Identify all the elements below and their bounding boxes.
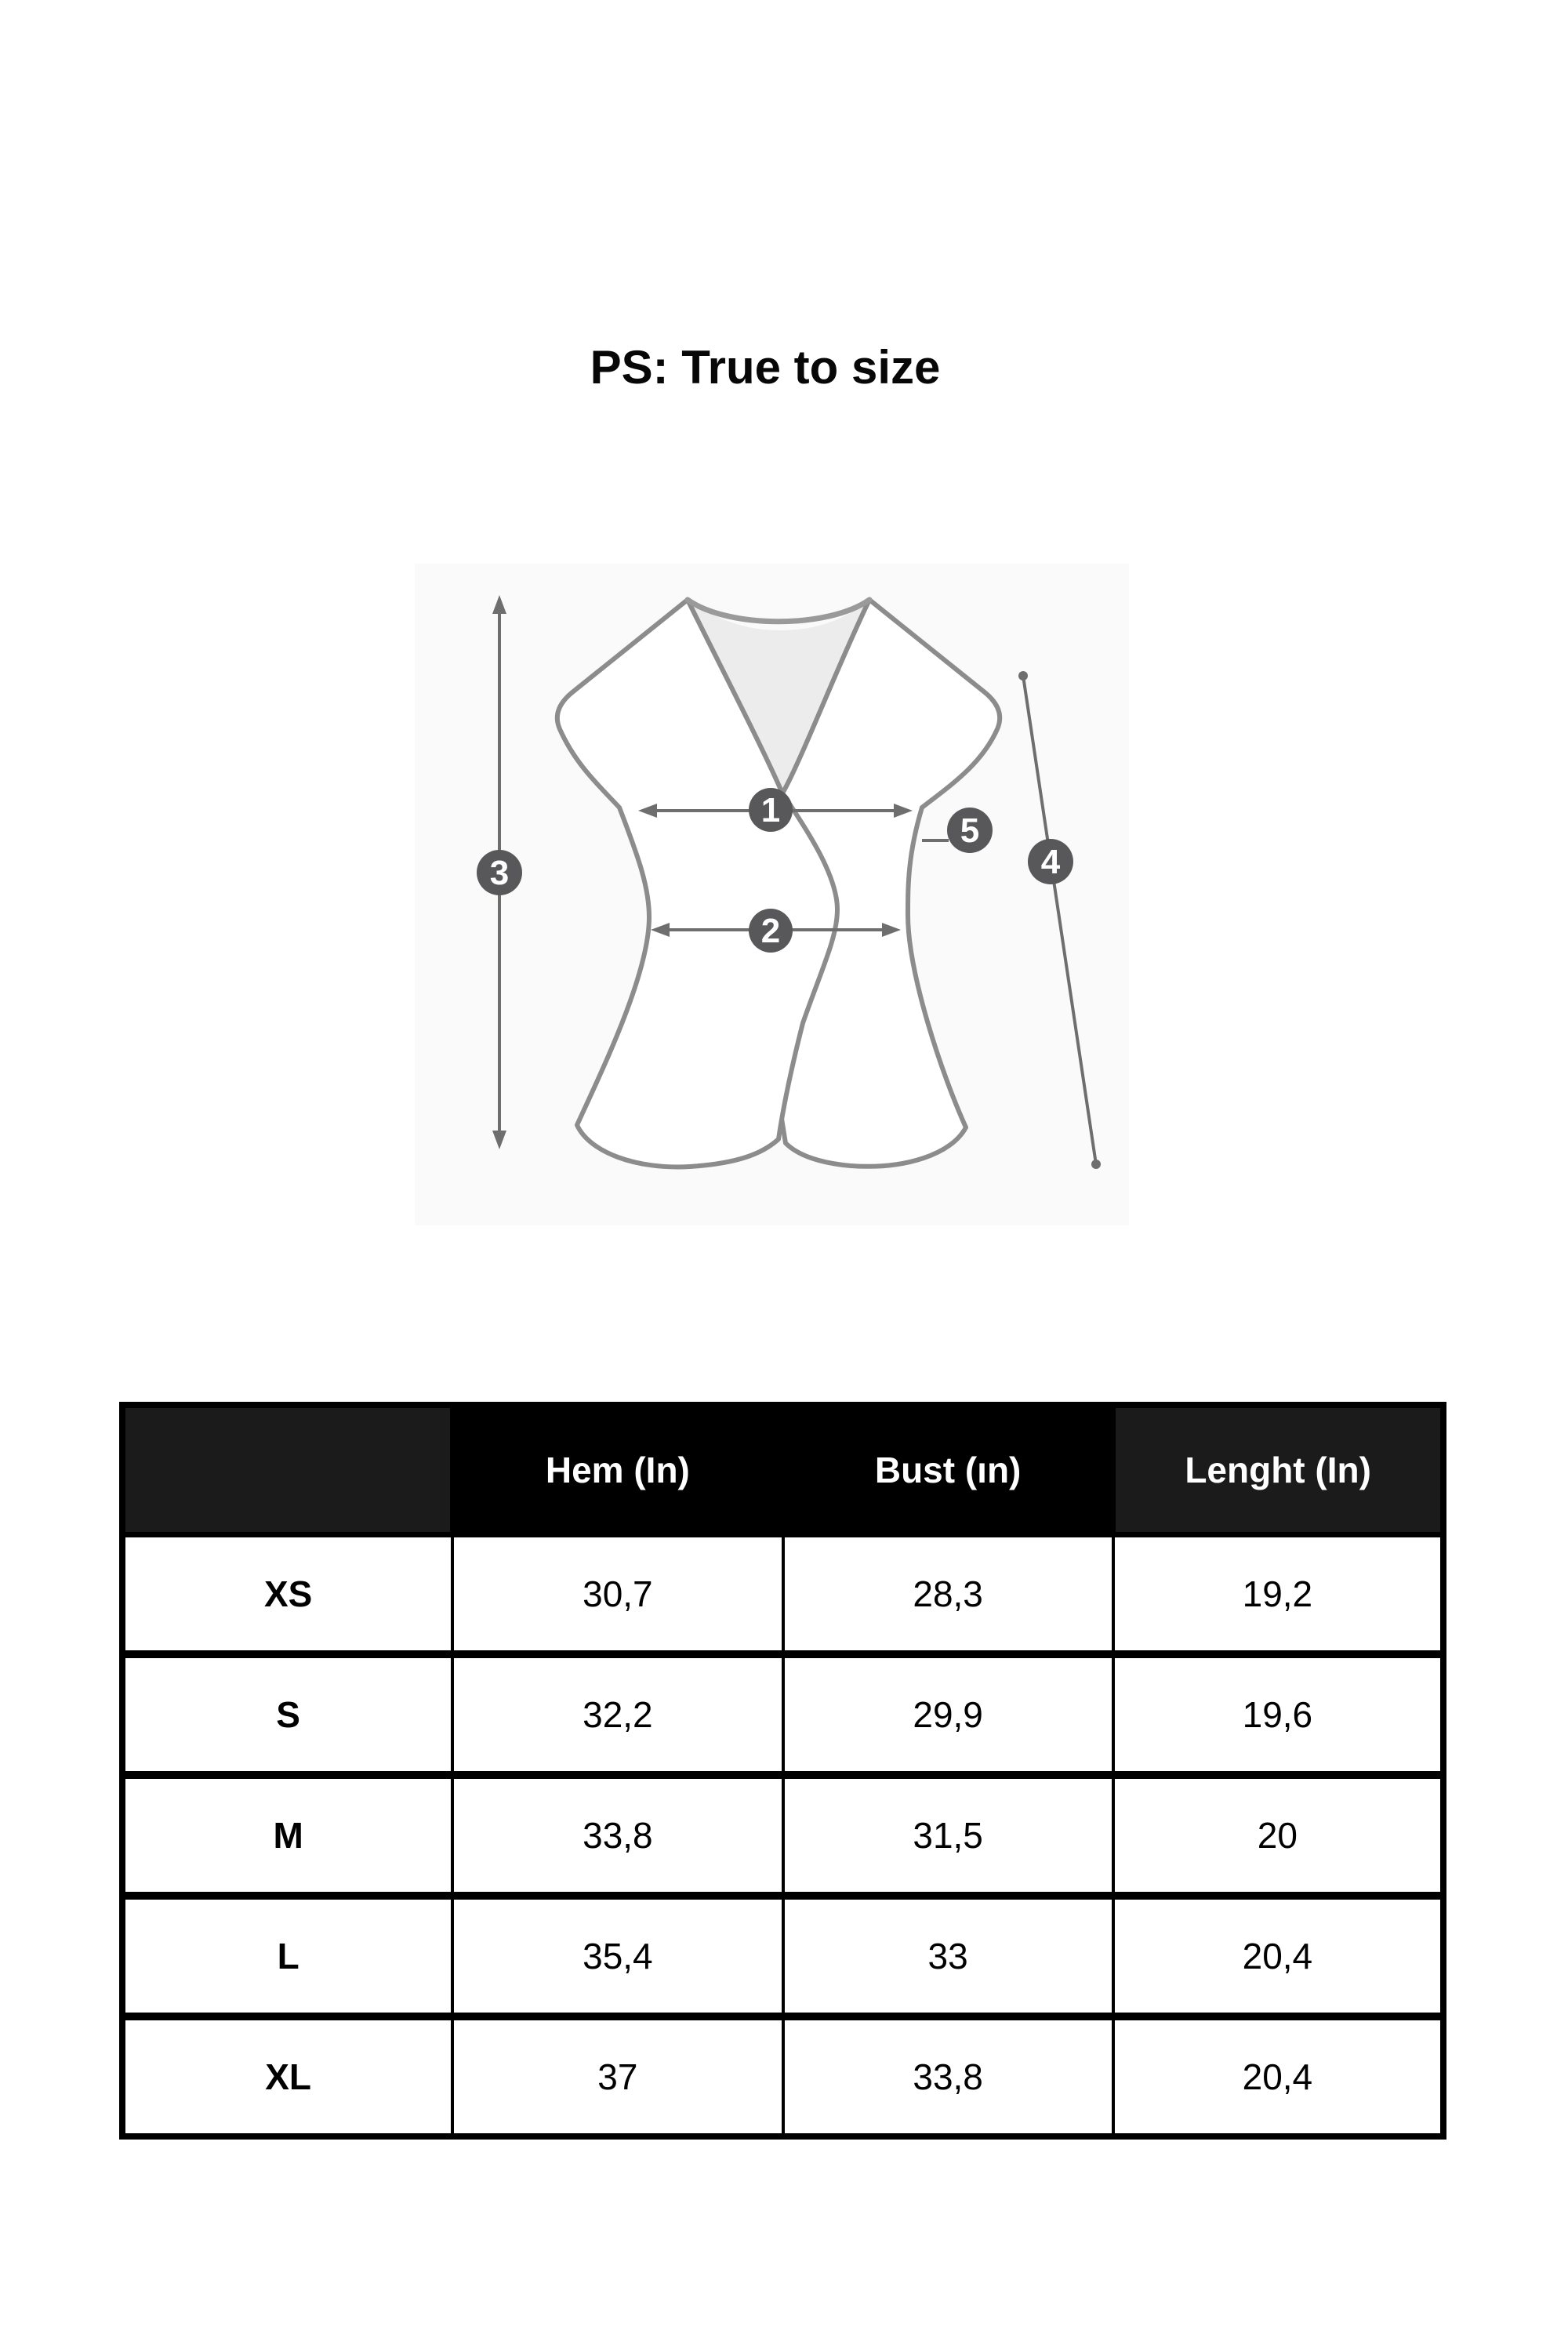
marker-3-circle [477,850,522,895]
marker-5-label: 5 [960,811,979,850]
marker-4-label: 4 [1041,843,1061,881]
marker-5-circle [947,808,993,853]
marker-3: 3 [477,850,522,895]
marker-2: 2 [749,909,793,953]
size-chart-table: Hem (In) Bust (ın) Lenght (In) XS 30,7 2… [119,1402,1446,2140]
size-label: XS [120,1532,455,1656]
size-chart-header-row: Hem (In) Bust (ın) Lenght (In) [119,1402,1446,1537]
table-row-xs: XS 30,7 28,3 19,2 [120,1532,1446,1656]
bust-value: 33 [781,1892,1115,2018]
bust-value: 31,5 [781,1771,1115,1897]
header-cell-empty [119,1402,456,1537]
marker-4-circle [1028,839,1073,884]
bust-value: 28,3 [781,1532,1115,1656]
measure-line-4 [1018,671,1101,1169]
size-label: S [120,1650,455,1777]
table-row-s: S 32,2 29,9 19,6 [120,1650,1446,1777]
size-label: L [120,1892,455,2018]
marker-3-label: 3 [490,854,509,892]
hem-value: 32,2 [451,1650,785,1777]
collar-back-panel [688,600,869,793]
garment-left-panel [554,597,840,1170]
table-row-m: M 33,8 31,5 20 [120,1771,1446,1897]
length-value: 19,6 [1111,1650,1446,1777]
hem-value: 37 [451,2013,785,2138]
bust-value: 29,9 [781,1650,1115,1777]
marker-1: 1 [749,788,793,832]
header-cell-length: Lenght (In) [1110,1402,1446,1537]
page-title: PS: True to size [590,341,941,394]
garment-measurement-diagram: 1 2 3 4 5 [392,533,1176,1239]
header-cell-bust: Bust (ın) [779,1402,1116,1537]
size-label: M [120,1771,455,1897]
marker-1-circle [749,788,793,832]
hem-value: 35,4 [451,1892,785,2018]
marker-2-label: 2 [761,912,780,950]
marker-4: 4 [1028,839,1073,884]
table-row-xl: XL 37 33,8 20,4 [120,2013,1446,2138]
bust-value: 33,8 [781,2013,1115,2138]
header-cell-hem: Hem (In) [449,1402,786,1537]
collar-curve [684,597,873,625]
size-label: XL [120,2013,455,2138]
marker-5: 5 [947,808,993,853]
length-value: 19,2 [1111,1532,1446,1656]
length-value: 20 [1111,1771,1446,1897]
garment-diagram-svg: 1 2 3 4 5 [415,564,1129,1225]
marker-1-label: 1 [761,791,780,829]
hem-value: 33,8 [451,1771,785,1897]
length-value: 20,4 [1111,2013,1446,2138]
length-value: 20,4 [1111,1892,1446,2018]
table-row-l: L 35,4 33 20,4 [120,1892,1446,2018]
hem-value: 30,7 [451,1532,785,1656]
marker-2-circle [749,909,793,953]
